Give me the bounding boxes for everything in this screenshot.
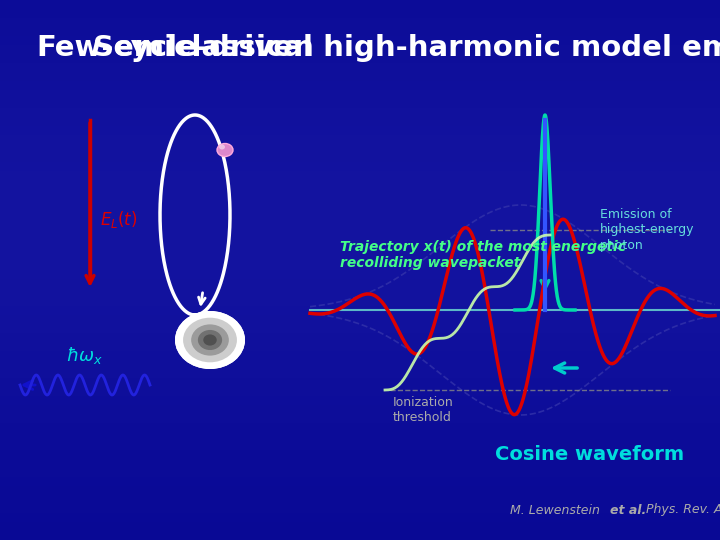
Bar — [0, 504, 720, 513]
Bar — [0, 495, 720, 504]
Bar — [0, 135, 720, 144]
Bar — [0, 441, 720, 450]
Bar — [0, 477, 720, 486]
Bar — [0, 252, 720, 261]
Bar — [0, 360, 720, 369]
Text: Trajectory x(t) of the most energetic
recolliding wavepacket: Trajectory x(t) of the most energetic re… — [340, 240, 626, 270]
Bar — [0, 342, 720, 351]
Bar — [0, 243, 720, 252]
Bar — [0, 153, 720, 162]
Bar — [0, 45, 720, 54]
Bar — [0, 351, 720, 360]
Ellipse shape — [217, 144, 233, 157]
Bar — [0, 18, 720, 27]
Bar — [0, 207, 720, 216]
Bar — [0, 234, 720, 243]
Bar — [0, 387, 720, 396]
Bar — [0, 117, 720, 126]
Bar — [0, 171, 720, 180]
Bar — [0, 99, 720, 108]
Text: Ionization
threshold: Ionization threshold — [393, 396, 454, 424]
Bar — [0, 36, 720, 45]
Bar — [0, 414, 720, 423]
Text: , Phys. Rev. A: , Phys. Rev. A — [638, 503, 720, 516]
Text: Few-cycle-driven: Few-cycle-driven — [36, 34, 314, 62]
Bar — [0, 522, 720, 531]
Bar — [0, 225, 720, 234]
Bar — [0, 513, 720, 522]
Bar — [0, 0, 720, 9]
Bar — [0, 189, 720, 198]
Bar — [0, 423, 720, 432]
Bar — [0, 108, 720, 117]
Bar — [0, 9, 720, 18]
Bar — [0, 126, 720, 135]
Ellipse shape — [203, 334, 217, 346]
Bar — [0, 396, 720, 405]
Bar — [0, 27, 720, 36]
Text: $\hbar\omega_x$: $\hbar\omega_x$ — [66, 345, 104, 366]
Bar — [0, 324, 720, 333]
Bar — [0, 90, 720, 99]
Text: $E_L(t)$: $E_L(t)$ — [100, 210, 138, 231]
Ellipse shape — [191, 325, 229, 356]
Bar — [0, 450, 720, 459]
Bar — [0, 81, 720, 90]
Text: Cosine waveform: Cosine waveform — [495, 446, 685, 464]
Text: et al.: et al. — [610, 503, 647, 516]
Bar — [0, 405, 720, 414]
Text: M. Lewenstein: M. Lewenstein — [510, 503, 604, 516]
Bar — [0, 216, 720, 225]
Bar — [0, 279, 720, 288]
Bar — [0, 333, 720, 342]
Ellipse shape — [198, 330, 222, 350]
Bar — [0, 531, 720, 540]
Bar — [0, 63, 720, 72]
Ellipse shape — [175, 311, 245, 369]
Bar — [0, 288, 720, 297]
Bar — [0, 432, 720, 441]
Text: Semiclassical high-harmonic model emission: Semiclassical high-harmonic model emissi… — [93, 34, 720, 62]
Ellipse shape — [175, 311, 245, 369]
Bar — [0, 297, 720, 306]
Bar — [0, 306, 720, 315]
Bar — [0, 72, 720, 81]
Bar — [0, 459, 720, 468]
Bar — [0, 369, 720, 378]
Bar — [0, 162, 720, 171]
Bar — [0, 486, 720, 495]
Bar — [0, 270, 720, 279]
Bar — [0, 144, 720, 153]
Bar — [0, 198, 720, 207]
Bar — [0, 378, 720, 387]
Bar — [0, 180, 720, 189]
Ellipse shape — [219, 145, 225, 150]
Ellipse shape — [183, 318, 237, 362]
Bar — [0, 54, 720, 63]
Text: Emission of
highest-energy
photon: Emission of highest-energy photon — [600, 208, 695, 252]
Bar — [0, 261, 720, 270]
Bar — [0, 315, 720, 324]
Bar — [0, 468, 720, 477]
